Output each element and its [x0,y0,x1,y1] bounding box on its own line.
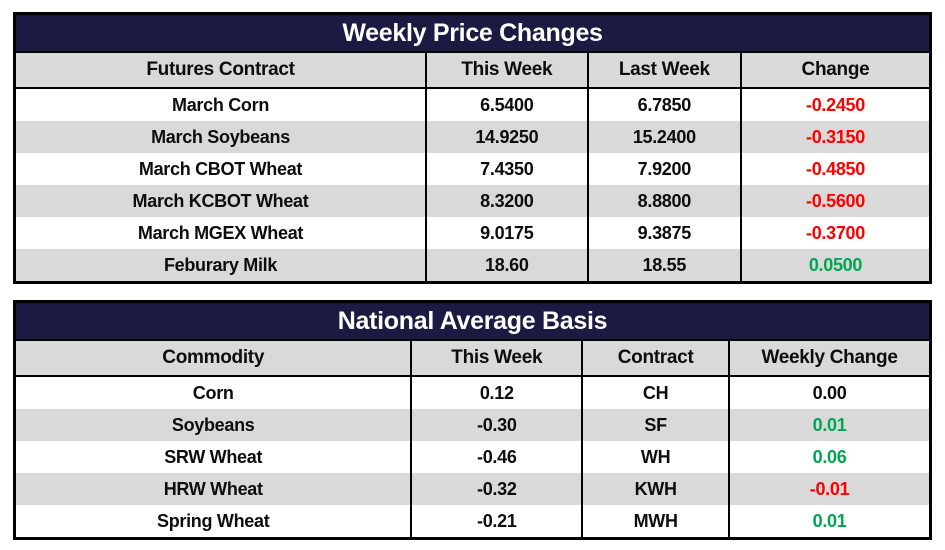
table-row: March CBOT Wheat 7.4350 7.9200 -0.4850 [16,153,929,185]
value-cell: WH [581,441,728,473]
value-cell: -0.30 [410,409,581,441]
column-header: Last Week [586,53,740,87]
column-header: Contract [581,341,728,375]
table-row: March KCBOT Wheat 8.3200 8.8800 -0.5600 [16,185,929,217]
value-cell: 0.01 [728,409,929,441]
column-header: Commodity [162,347,265,368]
value-cell: 18.60 [425,249,587,281]
row-label: March CBOT Wheat [138,159,303,179]
value-cell: 9.3875 [586,217,740,249]
value-cell: 0.00 [728,377,929,409]
value-cell: 6.7850 [586,89,740,121]
table-row: SRW Wheat -0.46 WH 0.06 [16,441,929,473]
header-row: Commodity This Week Contract Weekly Change [16,341,929,377]
table-title: National Average Basis [16,303,929,341]
column-header: Futures Contract [146,59,295,80]
column-header: Change [739,53,929,87]
value-cell: MWH [581,505,728,537]
column-header: This Week [410,341,581,375]
value-cell: 0.0500 [739,249,929,281]
weekly-price-changes-table: Weekly Price Changes Futures Contract This… [13,12,932,284]
row-label: March Soybeans [151,127,290,147]
value-cell: 18.55 [586,249,740,281]
row-label: Corn [192,383,234,403]
value-cell: -0.3150 [739,121,929,153]
column-header: Weekly Change [728,341,929,375]
column-header: This Week [425,53,587,87]
value-cell: CH [581,377,728,409]
table-row: HRW Wheat -0.32 KWH -0.01 [16,473,929,505]
value-cell: 0.12 [410,377,581,409]
value-cell: SF [581,409,728,441]
row-label: March Corn [172,95,270,115]
header-row: Futures Contract This Week Last Week Change [16,53,929,89]
value-cell: -0.3700 [739,217,929,249]
table-title: Weekly Price Changes [16,15,929,53]
value-cell: 7.9200 [586,153,740,185]
value-cell: -0.2450 [739,89,929,121]
row-label: Feburary Milk [163,255,278,275]
value-cell: -0.5600 [739,185,929,217]
value-cell: 14.9250 [425,121,587,153]
national-average-basis-table: National Average Basis Commodity This Week… [13,300,932,540]
value-cell: 6.5400 [425,89,587,121]
value-cell: 0.01 [728,505,929,537]
table-row: Corn 0.12 CH 0.00 [16,377,929,409]
value-cell: 8.8800 [586,185,740,217]
row-label: SRW Wheat [164,447,263,467]
value-cell: 9.0175 [425,217,587,249]
value-cell: KWH [581,473,728,505]
table-row: Soybeans -0.30 SF 0.01 [16,409,929,441]
row-label: Spring Wheat [157,511,270,531]
table-row: Spring Wheat -0.21 MWH 0.01 [16,505,929,537]
table-row: Feburary Milk 18.60 18.55 0.0500 [16,249,929,281]
value-cell: -0.4850 [739,153,929,185]
value-cell: -0.01 [728,473,929,505]
row-label: March KCBOT Wheat [132,191,309,211]
row-label: HRW Wheat [163,479,263,499]
row-label: March MGEX Wheat [137,223,304,243]
row-label: Soybeans [171,415,255,435]
value-cell: 15.2400 [586,121,740,153]
table-row: March Corn 6.5400 6.7850 -0.2450 [16,89,929,121]
value-cell: 7.4350 [425,153,587,185]
table-row: March MGEX Wheat 9.0175 9.3875 -0.3700 [16,217,929,249]
table-row: March Soybeans 14.9250 15.2400 -0.3150 [16,121,929,153]
value-cell: -0.46 [410,441,581,473]
value-cell: 8.3200 [425,185,587,217]
value-cell: 0.06 [728,441,929,473]
value-cell: -0.32 [410,473,581,505]
value-cell: -0.21 [410,505,581,537]
